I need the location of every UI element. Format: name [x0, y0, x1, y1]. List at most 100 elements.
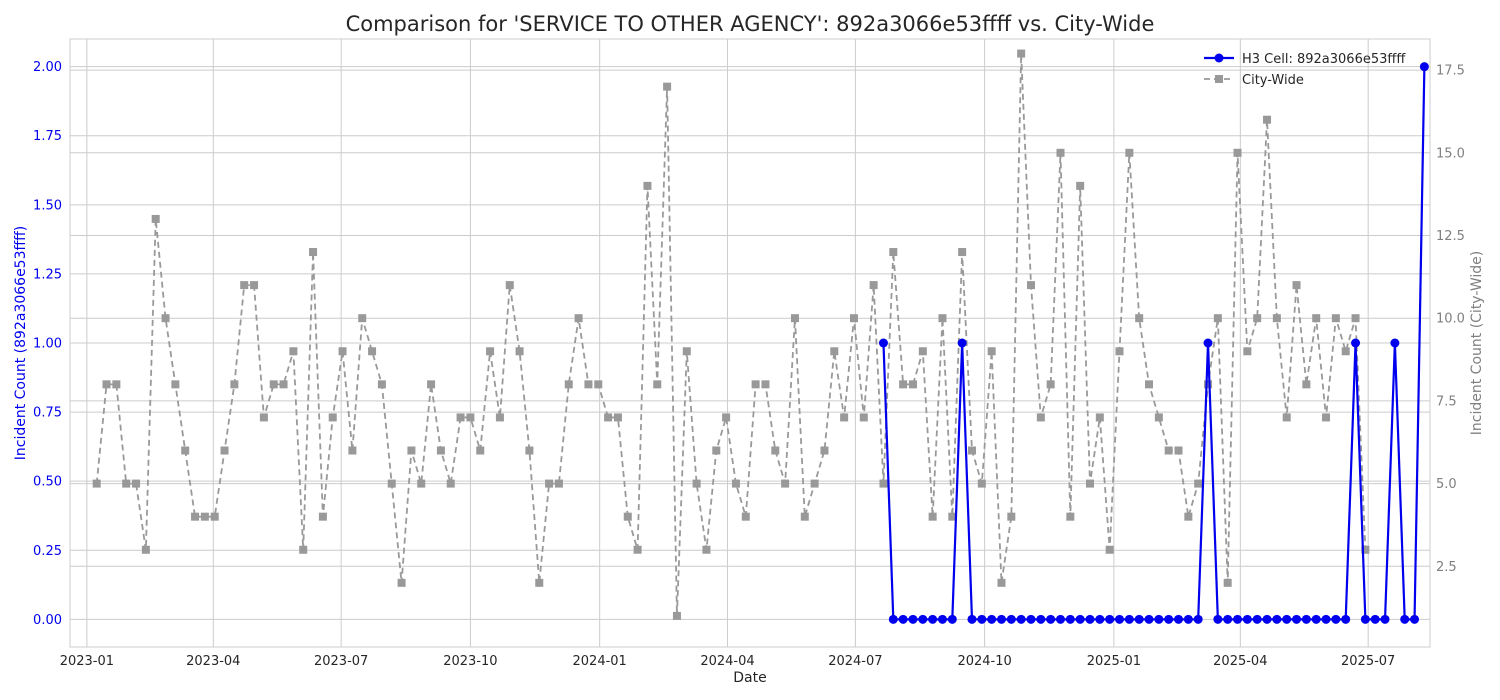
h3-cell-point — [1115, 614, 1125, 624]
h3-cell-point — [1213, 614, 1223, 624]
city-wide-point — [220, 446, 229, 455]
left-tick-label: 0.00 — [33, 613, 62, 628]
h3-cell-point — [1055, 614, 1065, 624]
legend-city-label: City-Wide — [1242, 73, 1304, 88]
city-wide-point — [338, 347, 347, 356]
city-wide-point — [1184, 512, 1193, 521]
city-wide-point — [613, 413, 622, 422]
right-axis-label: Incident Count (City-Wide) — [1469, 251, 1485, 435]
city-wide-point — [564, 380, 573, 389]
city-wide-point — [1233, 148, 1242, 157]
x-tick-label: 2025-07 — [1341, 654, 1395, 669]
left-tick-label: 2.00 — [33, 60, 62, 75]
h3-cell-point — [1036, 614, 1046, 624]
city-wide-point — [712, 446, 721, 455]
city-wide-point — [554, 479, 563, 488]
city-wide-point — [1017, 49, 1026, 58]
city-wide-point — [1135, 314, 1144, 323]
city-wide-point — [171, 380, 180, 389]
city-wide-point — [702, 545, 711, 554]
h3-cell-point — [1242, 614, 1252, 624]
city-wide-point — [358, 314, 367, 323]
h3-cell-point — [1134, 614, 1144, 624]
legend: H3 Cell: 892a3066e53ffff City-Wide — [1204, 52, 1406, 88]
h3-cell-point — [996, 614, 1006, 624]
city-wide-point — [1076, 181, 1085, 190]
city-wide-point — [505, 281, 514, 290]
city-wide-point — [525, 446, 534, 455]
left-tick-label: 1.50 — [33, 198, 62, 213]
series-layer — [92, 49, 1429, 624]
city-wide-point — [200, 512, 209, 521]
x-tick-label: 2023-01 — [60, 654, 114, 669]
plot-frame — [69, 38, 1431, 648]
city-wide-point — [112, 380, 121, 389]
city-wide-point — [840, 413, 849, 422]
city-wide-point — [741, 512, 750, 521]
city-wide-point — [879, 479, 888, 488]
x-tick-label: 2023-10 — [443, 654, 497, 669]
left-tick-label: 1.00 — [33, 337, 62, 352]
city-wide-point — [987, 347, 996, 356]
h3-cell-point — [1252, 614, 1262, 624]
h3-cell-point — [898, 614, 908, 624]
city-wide-point — [800, 512, 809, 521]
x-tick-label: 2023-04 — [186, 654, 240, 669]
city-wide-point — [771, 446, 780, 455]
h3-cell-point — [1193, 614, 1203, 624]
h3-cell-point — [1154, 614, 1164, 624]
city-wide-line — [95, 53, 1367, 616]
city-wide-point — [191, 512, 200, 521]
h3-cell-point — [1380, 614, 1390, 624]
h3-cell-point — [1095, 614, 1105, 624]
city-wide-point — [1243, 347, 1252, 356]
city-wide-point — [938, 314, 947, 323]
h3-cell-point — [1331, 614, 1341, 624]
city-wide-point — [967, 446, 976, 455]
city-wide-point — [849, 314, 858, 323]
h3-cell-point — [888, 614, 898, 624]
city-wide-point — [594, 380, 603, 389]
city-wide-point — [1046, 380, 1055, 389]
city-wide-point — [1007, 512, 1016, 521]
legend-city-marker — [1215, 75, 1223, 83]
city-wide-point — [899, 380, 908, 389]
city-wide-point — [604, 413, 613, 422]
right-tick-label: 17.5 — [1436, 64, 1465, 79]
city-wide-point — [682, 347, 691, 356]
h3-cell-point — [1046, 614, 1056, 624]
city-wide-point — [1056, 148, 1065, 157]
h3-cell-point — [1006, 614, 1016, 624]
city-wide-point — [476, 446, 485, 455]
city-wide-point — [92, 479, 101, 488]
left-tick-label: 0.75 — [33, 406, 62, 421]
city-wide-point — [672, 611, 681, 620]
h3-cell-point — [1223, 614, 1233, 624]
city-wide-point — [810, 479, 819, 488]
city-wide-point — [1331, 314, 1340, 323]
chart-title: Comparison for 'SERVICE TO OTHER AGENCY'… — [346, 12, 1155, 36]
city-wide-point — [348, 446, 357, 455]
city-wide-point — [1312, 314, 1321, 323]
city-wide-point — [731, 479, 740, 488]
city-wide-point — [240, 281, 249, 290]
h3-cell-point — [1262, 614, 1272, 624]
city-wide-point — [1282, 413, 1291, 422]
city-wide-point — [132, 479, 141, 488]
gridlines — [70, 39, 1430, 647]
x-tick-label: 2023-07 — [314, 654, 368, 669]
city-wide-point — [830, 347, 839, 356]
city-wide-point — [161, 314, 170, 323]
right-tick-label: 2.5 — [1436, 560, 1457, 575]
city-wide-point — [181, 446, 190, 455]
city-wide-point — [1213, 314, 1222, 323]
h3-cell-point — [1400, 614, 1410, 624]
city-wide-point — [466, 413, 475, 422]
city-wide-point — [397, 578, 406, 587]
city-wide-point — [653, 380, 662, 389]
city-wide-point — [918, 347, 927, 356]
city-wide-point — [259, 413, 268, 422]
city-wide-point — [997, 578, 1006, 587]
city-wide-point — [417, 479, 426, 488]
city-wide-point — [387, 479, 396, 488]
